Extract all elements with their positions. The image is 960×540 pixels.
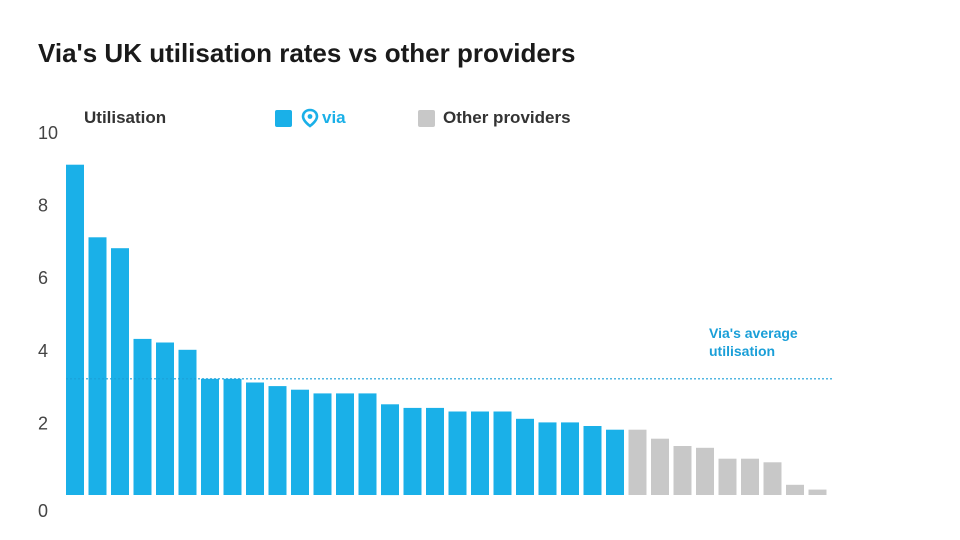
y-axis-label: Utilisation bbox=[84, 108, 167, 127]
bar-other-provider bbox=[763, 462, 782, 495]
bar-other-provider bbox=[696, 447, 714, 495]
bar-via bbox=[538, 422, 557, 495]
bar-via bbox=[381, 404, 399, 496]
bar-other-provider bbox=[628, 429, 647, 495]
y-axis-ticks: 0 2 4 6 8 10 bbox=[38, 123, 58, 521]
y-tick-label: 4 bbox=[38, 341, 48, 361]
via-pin-icon bbox=[301, 108, 319, 128]
bars bbox=[66, 164, 827, 496]
bar-via bbox=[336, 393, 354, 495]
bar-via bbox=[403, 407, 422, 495]
bar-via bbox=[268, 386, 287, 495]
bar-via bbox=[448, 411, 467, 495]
bar-via bbox=[493, 411, 512, 495]
y-tick-label: 8 bbox=[38, 196, 48, 216]
legend-item-other-providers: Other providers bbox=[418, 108, 571, 128]
bar-via bbox=[291, 389, 309, 495]
bar-via bbox=[223, 378, 242, 495]
bar-via bbox=[561, 422, 579, 495]
bar-via bbox=[426, 407, 444, 495]
bar-via bbox=[358, 393, 377, 495]
legend-swatch-via bbox=[275, 109, 292, 127]
average-label-line2: utilisation bbox=[709, 343, 775, 359]
chart-title: Via's UK utilisation rates vs other prov… bbox=[38, 38, 576, 68]
y-tick-label: 6 bbox=[38, 268, 48, 288]
bar-via bbox=[246, 382, 264, 495]
bar-via bbox=[133, 338, 152, 495]
bar-via bbox=[201, 378, 219, 495]
bar-via bbox=[313, 393, 332, 495]
bar-other-provider bbox=[718, 458, 737, 495]
bar-via bbox=[583, 426, 602, 495]
legend-item-via: via bbox=[275, 108, 346, 128]
bar-via bbox=[88, 237, 107, 496]
y-tick-label: 0 bbox=[38, 501, 48, 521]
legend-label-other: Other providers bbox=[443, 108, 571, 127]
y-tick-label: 10 bbox=[38, 123, 58, 143]
bar-other-provider bbox=[786, 484, 804, 495]
bar-via bbox=[156, 342, 174, 495]
y-tick-label: 2 bbox=[38, 413, 48, 433]
bar-via bbox=[178, 349, 197, 495]
bar-via bbox=[111, 248, 129, 495]
bar-other-provider bbox=[741, 458, 759, 495]
bar-other-provider bbox=[651, 438, 669, 495]
bar-via bbox=[66, 164, 84, 495]
bar-via bbox=[516, 418, 534, 495]
bar-other-provider bbox=[808, 489, 827, 495]
bar-other-provider bbox=[673, 446, 692, 495]
via-logo: via bbox=[300, 108, 346, 128]
legend-swatch-other bbox=[418, 109, 435, 127]
bar-via bbox=[471, 411, 489, 495]
average-label-line1: Via's average bbox=[709, 325, 798, 341]
via-logo-text: via bbox=[322, 108, 346, 127]
bar-via bbox=[606, 429, 624, 495]
